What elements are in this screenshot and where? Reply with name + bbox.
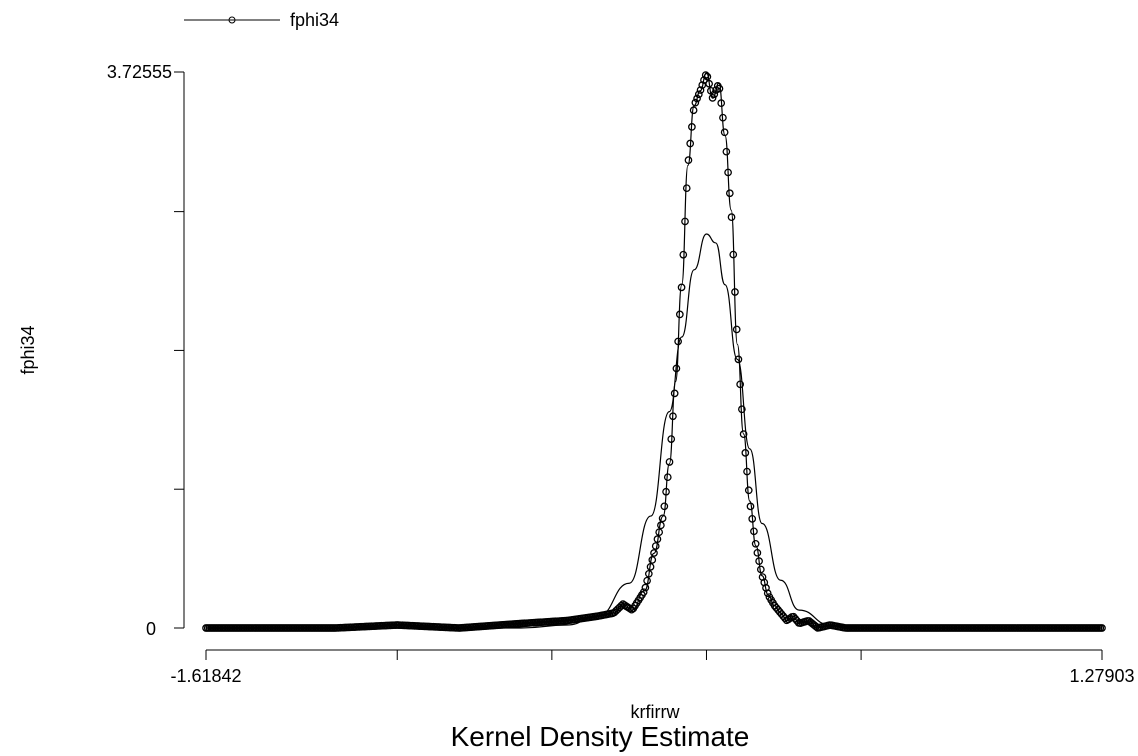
legend: fphi34	[184, 10, 339, 30]
series-0-point	[732, 325, 741, 334]
series-0-point	[736, 380, 745, 389]
series-0-point	[751, 539, 760, 548]
y-tick-label-min: 0	[146, 619, 156, 639]
y-axis-title: fphi34	[18, 325, 38, 374]
series-0-point	[734, 355, 743, 364]
series-0-point	[705, 79, 713, 88]
series-0-point	[658, 514, 667, 523]
y-tick-label-max: 3.72555	[107, 62, 172, 82]
series-0-point	[696, 86, 705, 94]
series-0-point	[715, 84, 724, 93]
series-0-point	[703, 72, 712, 81]
series-0-point	[650, 549, 658, 557]
series-0-point	[729, 250, 738, 259]
series-0-point	[719, 113, 727, 122]
series-0-point	[722, 147, 731, 156]
series-0-point	[684, 156, 693, 164]
series-0-line	[206, 72, 1102, 629]
series-0-point	[662, 487, 670, 496]
chart-title: Kernel Density Estimate	[451, 721, 750, 752]
series-0-point	[738, 405, 746, 414]
series-0-point	[681, 217, 689, 226]
plot-area	[202, 71, 1106, 632]
series-0-point	[755, 557, 763, 565]
series-0-point	[651, 542, 660, 550]
series-0-point	[691, 98, 700, 107]
legend-label: fphi34	[290, 10, 339, 30]
series-0-point	[653, 535, 662, 543]
series-0-point	[710, 90, 719, 99]
y-ticks	[174, 71, 184, 629]
series-0-point	[670, 389, 679, 398]
series-0-point	[725, 189, 734, 198]
series-0-point	[665, 458, 674, 466]
series-0-point	[669, 412, 677, 421]
series-0-point	[693, 94, 701, 103]
series-0-point	[753, 548, 762, 557]
series-0-point	[689, 106, 698, 115]
series-0-point	[763, 589, 772, 598]
series-0-point	[657, 521, 665, 530]
series-0-point	[617, 601, 626, 610]
x-tick-label-min: -1.61842	[170, 666, 241, 686]
series-0-point	[694, 90, 703, 99]
x-axis-title: krfirrw	[631, 702, 681, 722]
series-0-point	[682, 184, 691, 193]
x-tick-label-max: 1.27903	[1069, 666, 1134, 686]
series-0-point	[739, 430, 748, 439]
series-0-point	[756, 565, 765, 574]
series-0-point	[663, 473, 672, 482]
series-1-line	[206, 233, 1102, 629]
series-0-point	[746, 502, 755, 511]
series-0-point	[781, 614, 789, 623]
series-0-point	[644, 569, 653, 578]
series-0-point	[717, 99, 726, 108]
series-0-point	[712, 86, 720, 94]
series-0-point	[639, 588, 648, 597]
series-0-point	[724, 168, 732, 177]
series-0-point	[641, 583, 650, 592]
series-0-point	[648, 556, 657, 564]
series-0-point	[660, 502, 669, 511]
series-0-point	[748, 515, 757, 523]
series-0-point	[667, 435, 676, 443]
x-ticks	[205, 650, 1103, 660]
series-0-point	[698, 81, 707, 89]
series-0-point	[720, 128, 729, 137]
series-0-point	[686, 139, 695, 148]
series-0-markers	[202, 71, 1106, 632]
series-0-point	[741, 449, 750, 457]
series-0-point	[743, 467, 751, 476]
series-0-point	[750, 527, 758, 536]
legend-marker	[228, 16, 236, 24]
series-0-point	[679, 250, 688, 259]
series-0-point	[643, 576, 651, 585]
series-0-point	[677, 283, 686, 292]
series-0-point	[727, 213, 736, 222]
series-0-point	[744, 486, 753, 495]
series-0-point	[675, 310, 684, 319]
series-0-point	[688, 123, 696, 131]
series-0-point	[646, 563, 655, 571]
series-0-point	[655, 528, 664, 537]
series-0-point	[701, 71, 710, 79]
series-0-point	[708, 94, 717, 102]
series-0-point	[731, 288, 739, 296]
